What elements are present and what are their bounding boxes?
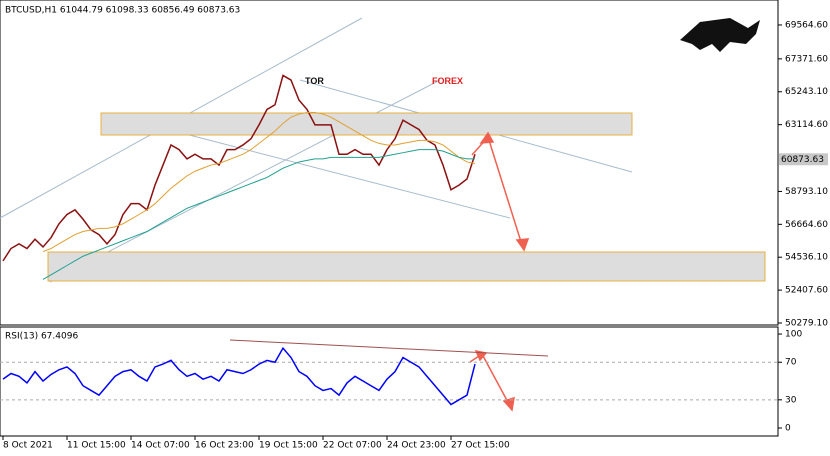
forecast-arrows xyxy=(469,131,530,412)
rsi-trendline xyxy=(229,339,549,357)
y-tick-label: 54536.10 xyxy=(785,253,828,263)
y-tick-label: 50279.10 xyxy=(785,319,828,329)
last-price-label: 60873.63 xyxy=(781,155,824,165)
x-tick-label: 8 Oct 2021 xyxy=(3,441,53,451)
y-tick-label: 58793.10 xyxy=(785,187,828,197)
logo-tor: TOR xyxy=(305,76,324,86)
x-tick-label: 24 Oct 23:00 xyxy=(387,441,446,451)
x-tick-label: 14 Oct 07:00 xyxy=(131,441,190,451)
resistance-zone xyxy=(100,112,633,136)
y-tick-label: 69564.60 xyxy=(785,20,828,30)
series-line xyxy=(2,74,476,262)
x-tick-label: 16 Oct 23:00 xyxy=(195,441,254,451)
y-tick-label: 56664.60 xyxy=(785,220,828,230)
y-tick-label: 52407.60 xyxy=(785,286,828,296)
y-tick-label: 65243.10 xyxy=(785,87,828,97)
logo-forex: FOREX xyxy=(432,76,463,86)
x-tick-label: 22 Oct 07:00 xyxy=(323,441,382,451)
series-line xyxy=(2,346,476,406)
y-tick-label: 67371.60 xyxy=(785,54,828,64)
y-tick-label: 0 xyxy=(785,424,791,434)
series-line xyxy=(42,112,476,253)
series-line xyxy=(42,149,475,280)
x-tick-label: 19 Oct 15:00 xyxy=(259,441,318,451)
y-tick-label: 100 xyxy=(785,330,802,340)
y-tick-label: 63114.60 xyxy=(785,120,828,130)
chart-title: BTCUSD,H1 61044.79 61098.33 60856.49 608… xyxy=(5,6,240,16)
rsi-pane xyxy=(0,326,779,437)
x-tick-label: 11 Oct 15:00 xyxy=(67,441,126,451)
x-tick-label: 27 Oct 15:00 xyxy=(451,441,510,451)
support-zone xyxy=(47,251,766,282)
y-tick-label: 70 xyxy=(785,358,797,368)
rsi-title: RSI(13) 67.4096 xyxy=(5,332,78,342)
last-price-box xyxy=(779,153,828,166)
y-tick-label: 30 xyxy=(785,395,797,405)
logo-bull xyxy=(680,18,760,52)
